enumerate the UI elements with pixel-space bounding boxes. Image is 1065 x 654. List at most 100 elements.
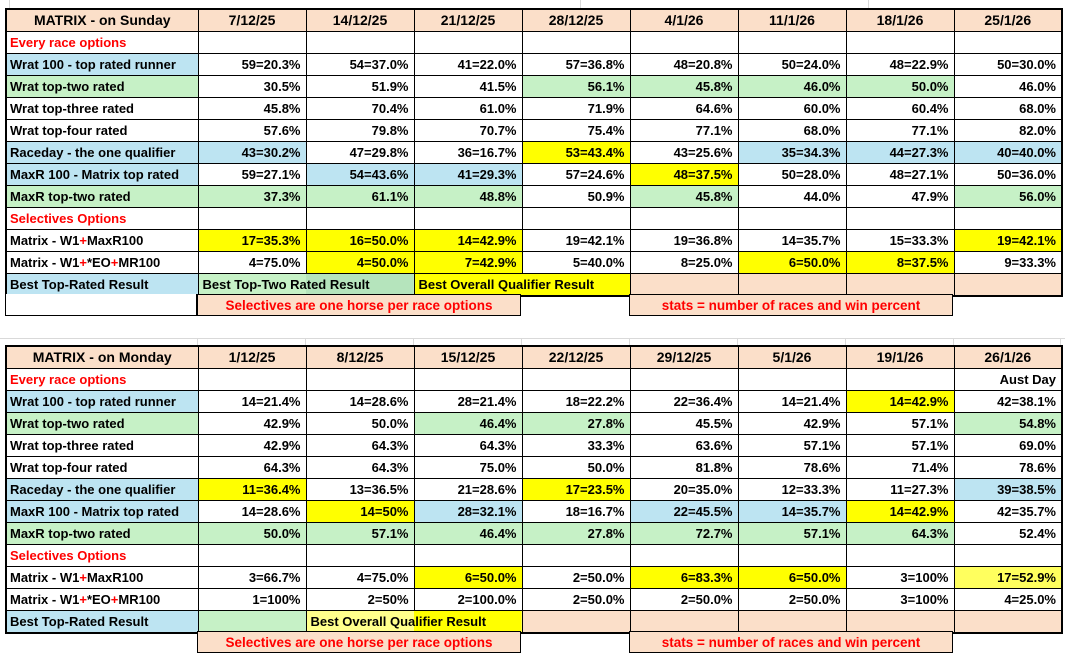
data-cell[interactable]: 78.6% [953,456,1063,479]
data-cell[interactable] [737,31,847,54]
date-header[interactable]: 29/12/25 [629,345,739,369]
data-cell[interactable]: 68.0% [737,119,847,142]
data-cell[interactable]: 50=28.0% [737,163,847,186]
data-cell[interactable]: 17=52.9% [953,566,1063,589]
data-cell[interactable]: 44.0% [737,185,847,208]
row-label[interactable]: Every race options [5,368,199,391]
stats-banner[interactable]: stats = number of races and win percent [629,631,953,653]
data-cell[interactable] [413,31,523,54]
data-cell[interactable]: 42.9% [737,412,847,435]
data-cell[interactable] [305,544,415,567]
data-cell[interactable]: 14=28.6% [197,500,307,523]
data-cell[interactable]: 3=100% [845,588,955,611]
result-cell[interactable] [629,273,739,297]
data-cell[interactable]: 60.4% [845,97,955,120]
data-cell[interactable]: 17=23.5% [521,478,631,501]
data-cell[interactable]: 57.1% [737,522,847,545]
data-cell[interactable]: 81.8% [629,456,739,479]
data-cell[interactable]: 14=28.6% [305,390,415,413]
data-cell[interactable] [521,368,631,391]
data-cell[interactable]: 3=100% [845,566,955,589]
selectives-banner[interactable]: Selectives are one horse per race option… [197,631,521,653]
data-cell[interactable]: 17=35.3% [197,229,307,252]
data-cell[interactable]: 75.0% [413,456,523,479]
row-label[interactable]: Raceday - the one qualifier [5,478,199,501]
data-cell[interactable]: 43=30.2% [197,141,307,164]
data-cell[interactable] [305,368,415,391]
data-cell[interactable]: 46.4% [413,522,523,545]
date-header[interactable]: 5/1/26 [737,345,847,369]
date-header[interactable]: 8/12/25 [305,345,415,369]
date-header[interactable]: 18/1/26 [845,8,955,32]
data-cell[interactable] [845,207,955,230]
result-cell[interactable]: Best Overall Qualifier Result [305,610,523,634]
data-cell[interactable]: 60.0% [737,97,847,120]
row-label[interactable]: Wrat top-three rated [5,97,199,120]
data-cell[interactable]: 6=50.0% [413,566,523,589]
data-cell[interactable]: 64.3% [413,434,523,457]
result-cell[interactable] [737,273,847,297]
date-header[interactable]: 11/1/26 [737,8,847,32]
data-cell[interactable]: 22=36.4% [629,390,739,413]
data-cell[interactable] [629,544,739,567]
data-cell[interactable]: 18=16.7% [521,500,631,523]
data-cell[interactable]: 47.9% [845,185,955,208]
data-cell[interactable] [197,207,307,230]
data-cell[interactable]: 64.6% [629,97,739,120]
row-label[interactable]: Matrix - W1+*EO+MR100 [5,251,199,274]
row-label[interactable]: Wrat top-two rated [5,75,199,98]
data-cell[interactable]: 11=27.3% [845,478,955,501]
data-cell[interactable]: 78.6% [737,456,847,479]
result-cell[interactable] [737,610,847,634]
data-cell[interactable]: 44=27.3% [845,141,955,164]
data-cell[interactable]: 64.3% [305,456,415,479]
result-cell[interactable] [629,610,739,634]
date-header[interactable]: 28/12/25 [521,8,631,32]
result-cell[interactable]: Best Overall Qualifier Result [413,273,631,297]
row-label[interactable]: Raceday - the one qualifier [5,141,199,164]
data-cell[interactable]: 16=50.0% [305,229,415,252]
data-cell[interactable]: 54.8% [953,412,1063,435]
data-cell[interactable]: 50=30.0% [953,53,1063,76]
data-cell[interactable]: 70.7% [413,119,523,142]
data-cell[interactable]: 41=29.3% [413,163,523,186]
data-cell[interactable] [521,207,631,230]
data-cell[interactable]: 11=36.4% [197,478,307,501]
result-cell[interactable] [845,610,955,634]
row-label[interactable]: Selectives Options [5,544,199,567]
date-header[interactable]: 21/12/25 [413,8,523,32]
data-cell[interactable]: 9=33.3% [953,251,1063,274]
data-cell[interactable]: 20=35.0% [629,478,739,501]
row-label[interactable]: Selectives Options [5,207,199,230]
data-cell[interactable]: 59=27.1% [197,163,307,186]
data-cell[interactable]: 2=100.0% [413,588,523,611]
data-cell[interactable]: 43=25.6% [629,141,739,164]
data-cell[interactable]: 47=29.8% [305,141,415,164]
row-label[interactable]: Best Top-Rated Result [5,610,199,634]
data-cell[interactable]: 14=35.7% [737,500,847,523]
data-cell[interactable]: 13=36.5% [305,478,415,501]
data-cell[interactable]: 48=20.8% [629,53,739,76]
row-label[interactable]: Every race options [5,31,199,54]
data-cell[interactable] [737,368,847,391]
data-cell[interactable]: 2=50.0% [737,588,847,611]
data-cell[interactable] [413,368,523,391]
data-cell[interactable]: 2=50.0% [629,588,739,611]
data-cell[interactable]: 8=25.0% [629,251,739,274]
data-cell[interactable]: 50=36.0% [953,163,1063,186]
data-cell[interactable]: 4=75.0% [197,251,307,274]
result-cell[interactable] [197,610,307,634]
data-cell[interactable]: 57=24.6% [521,163,631,186]
data-cell[interactable]: 57.1% [845,434,955,457]
data-cell[interactable]: 30.5% [197,75,307,98]
data-cell[interactable]: 6=50.0% [737,251,847,274]
data-cell[interactable]: 19=42.1% [953,229,1063,252]
data-cell[interactable]: 54=37.0% [305,53,415,76]
data-cell[interactable]: 2=50.0% [521,588,631,611]
data-cell[interactable]: 35=34.3% [737,141,847,164]
data-cell[interactable]: 63.6% [629,434,739,457]
data-cell[interactable]: 48=37.5% [629,163,739,186]
date-header[interactable]: 14/12/25 [305,8,415,32]
stats-banner[interactable]: stats = number of races and win percent [629,294,953,316]
data-cell[interactable]: 48.8% [413,185,523,208]
